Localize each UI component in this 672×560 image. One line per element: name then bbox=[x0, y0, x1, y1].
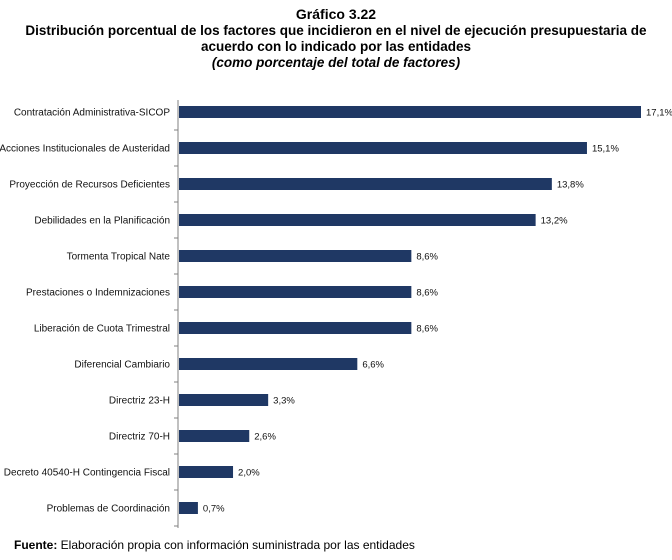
bar bbox=[179, 430, 250, 442]
data-label: 17,1% bbox=[646, 108, 672, 119]
bar bbox=[179, 214, 536, 226]
category-label: Contratación Administrativa-SICOP bbox=[14, 108, 171, 119]
bar bbox=[179, 178, 552, 190]
bar bbox=[179, 250, 412, 262]
source-text: Elaboración propia con información sumin… bbox=[57, 538, 415, 552]
category-label: Liberación de Cuota Trimestral bbox=[34, 324, 170, 335]
data-label: 15,1% bbox=[592, 144, 619, 155]
bar bbox=[179, 322, 412, 334]
bar bbox=[179, 106, 641, 118]
data-label: 2,0% bbox=[238, 468, 260, 479]
bar-chart: Contratación Administrativa-SICOP 17,1% Ac… bbox=[0, 100, 672, 528]
category-label: Proyección de Recursos Deficientes bbox=[9, 180, 170, 191]
category-label: Directriz 23-H bbox=[109, 396, 170, 407]
chart-title-block: Gráfico 3.22 Distribución porcentual de … bbox=[0, 6, 672, 71]
category-label: Tormenta Tropical Nate bbox=[67, 252, 171, 263]
data-label: 8,6% bbox=[416, 288, 438, 299]
data-label: 8,6% bbox=[416, 252, 438, 263]
category-label: Debilidades en la Planificación bbox=[34, 216, 170, 227]
category-label: Decreto 40540-H Contingencia Fiscal bbox=[4, 468, 170, 479]
bar bbox=[179, 142, 587, 154]
data-label: 13,8% bbox=[557, 180, 584, 191]
category-label: Directriz 70-H bbox=[109, 432, 170, 443]
bar bbox=[179, 502, 198, 514]
bar bbox=[179, 286, 412, 298]
bar bbox=[179, 394, 269, 406]
data-label: 2,6% bbox=[254, 432, 276, 443]
bar bbox=[179, 466, 234, 478]
bar bbox=[179, 358, 358, 370]
data-label: 6,6% bbox=[362, 360, 384, 371]
chart-subtitle: (como porcentaje del total de factores) bbox=[211, 55, 461, 70]
data-label: 13,2% bbox=[541, 216, 568, 227]
chart-title-line-2: acuerdo con lo indicado por las entidade… bbox=[200, 39, 472, 54]
category-label: Acciones Institucionales de Austeridad bbox=[0, 144, 170, 155]
chart-number: Gráfico 3.22 bbox=[295, 6, 377, 22]
category-label: Diferencial Cambiario bbox=[74, 360, 170, 371]
source-note: Fuente: Elaboración propia con informaci… bbox=[14, 538, 415, 552]
data-label: 3,3% bbox=[273, 396, 295, 407]
data-label: 0,7% bbox=[203, 504, 225, 515]
category-label: Prestaciones o Indemnizaciones bbox=[26, 288, 170, 299]
data-label: 8,6% bbox=[416, 324, 438, 335]
source-prefix: Fuente: bbox=[14, 538, 58, 552]
chart-title-line-1: Distribución porcentual de los factores … bbox=[25, 23, 647, 38]
category-label: Problemas de Coordinación bbox=[47, 504, 170, 515]
